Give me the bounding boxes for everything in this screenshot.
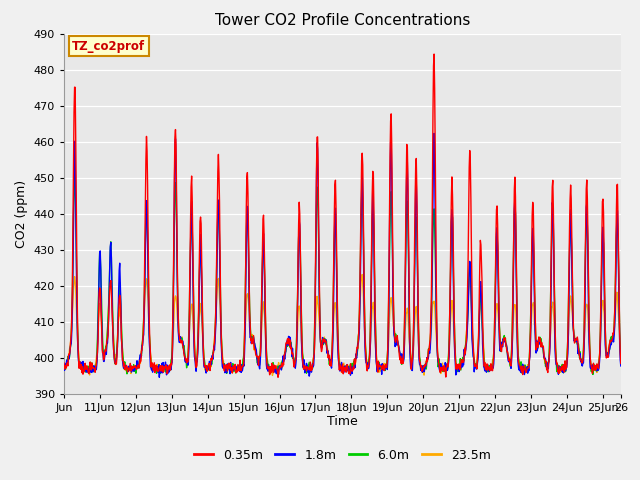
Title: Tower CO2 Profile Concentrations: Tower CO2 Profile Concentrations <box>214 13 470 28</box>
Text: TZ_co2prof: TZ_co2prof <box>72 40 145 53</box>
X-axis label: Time: Time <box>327 415 358 429</box>
Y-axis label: CO2 (ppm): CO2 (ppm) <box>15 180 28 248</box>
Legend: 0.35m, 1.8m, 6.0m, 23.5m: 0.35m, 1.8m, 6.0m, 23.5m <box>189 444 495 467</box>
